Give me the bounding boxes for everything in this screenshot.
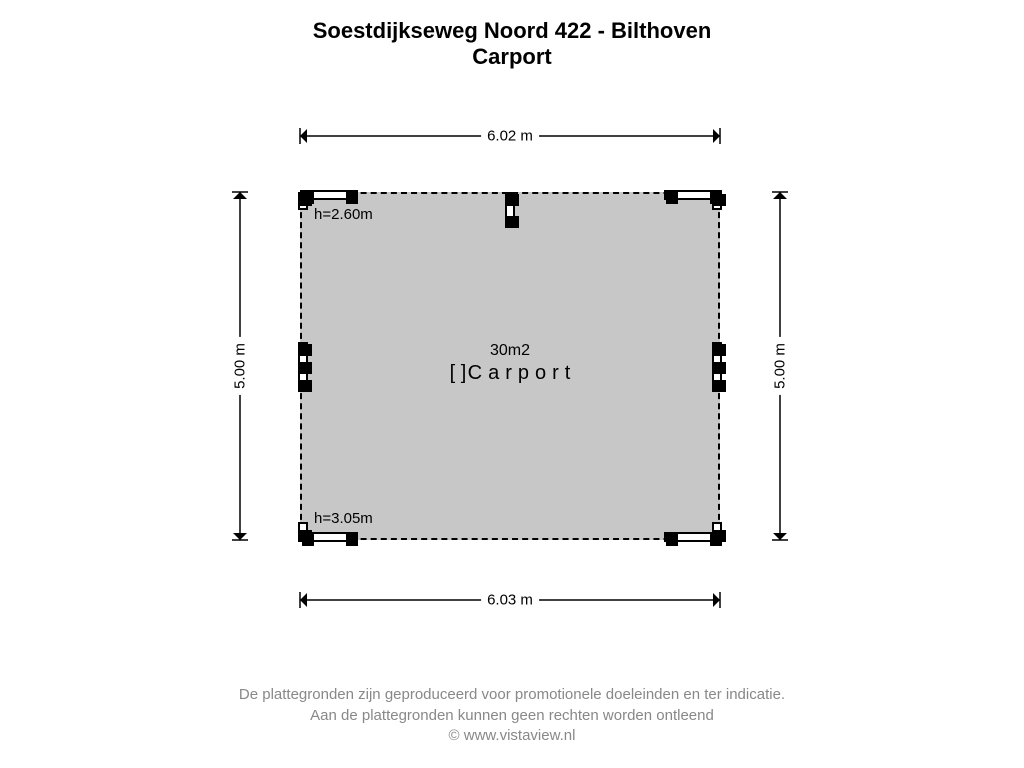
- pillar-v-4: [712, 192, 722, 210]
- pillar-v-0: [505, 192, 515, 226]
- title-address: Soestdijkseweg Noord 422 - Bilthoven: [0, 18, 1024, 44]
- title-block: Soestdijkseweg Noord 422 - Bilthoven Car…: [0, 0, 1024, 70]
- dim-right-label: 5.00 m: [772, 337, 789, 395]
- area-label: 30m2: [490, 342, 530, 360]
- pillar-v-2: [712, 342, 722, 390]
- pillar-v-3: [298, 192, 308, 210]
- pillar-v-1: [298, 342, 308, 390]
- footer-line1: De plattegronden zijn geproduceerd voor …: [0, 685, 1024, 705]
- footer-disclaimer: De plattegronden zijn geproduceerd voor …: [0, 685, 1024, 746]
- room-name-label: Carport: [468, 362, 577, 385]
- floorplan-stage: 6.02 m6.03 m5.00 m5.00 m30m2[ ]Carporth=…: [0, 80, 1024, 640]
- title-room: Carport: [0, 44, 1024, 70]
- pillar-v-6: [712, 522, 722, 540]
- ceiling-height-top: h=2.60m: [314, 206, 373, 223]
- pillar-v-5: [298, 522, 308, 540]
- dim-right: [0, 80, 1024, 640]
- car-icon: [ ]: [450, 362, 467, 385]
- footer-line3: © www.vistaview.nl: [0, 726, 1024, 746]
- ceiling-height-bottom: h=3.05m: [314, 510, 373, 527]
- footer-line2: Aan de plattegronden kunnen geen rechten…: [0, 706, 1024, 726]
